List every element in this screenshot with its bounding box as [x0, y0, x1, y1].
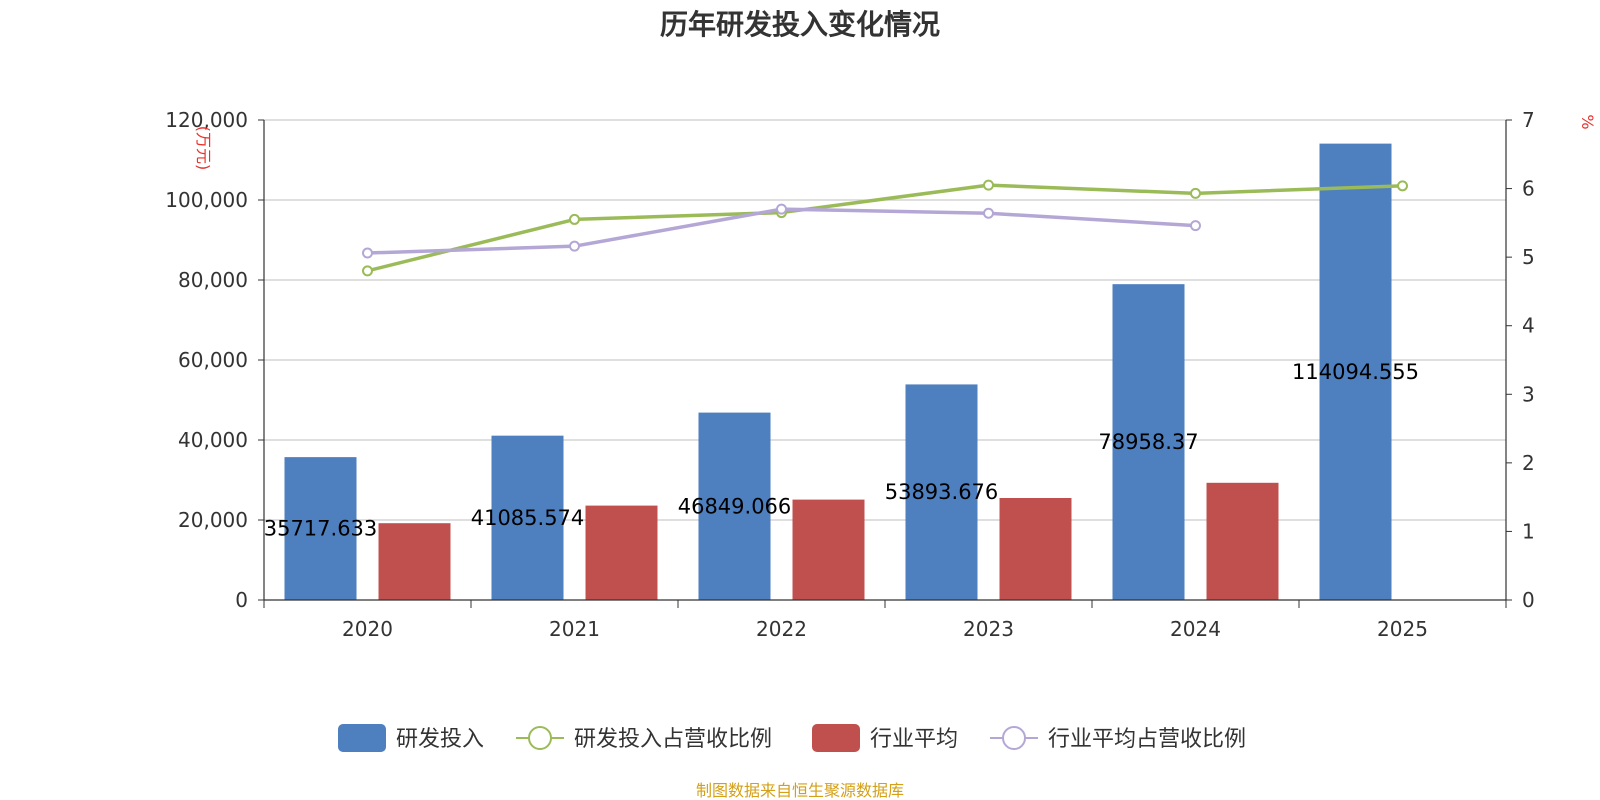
bar-data-label: 78958.37	[1098, 430, 1198, 454]
right-tick-label: 1	[1522, 519, 1535, 543]
legend-label: 研发投入占营收比例	[574, 727, 772, 752]
bar-rd	[491, 435, 564, 600]
legend-label: 研发投入	[396, 727, 484, 752]
bar-industry	[1206, 482, 1279, 600]
left-tick-label: 20,000	[178, 508, 248, 532]
bar-data-label: 35717.633	[264, 517, 378, 541]
x-tick-label: 2020	[342, 617, 393, 641]
legend: 研发投入 研发投入占营收比例 行业平均 行业平均占营收比例	[338, 724, 1246, 752]
bar-rd	[1319, 143, 1392, 601]
bar-data-label: 46849.066	[678, 494, 792, 518]
bar-rd	[284, 457, 357, 600]
line-point	[983, 179, 994, 191]
legend-label: 行业平均占营收比例	[1048, 727, 1246, 752]
line-point	[362, 265, 373, 277]
line-point	[776, 203, 787, 215]
right-tick-label: 3	[1522, 382, 1535, 406]
x-tick-label: 2022	[756, 617, 807, 641]
bar-industry	[378, 523, 451, 600]
bar-industry	[999, 498, 1072, 600]
bar-data-label: 114094.555	[1292, 360, 1419, 384]
bar-rd	[905, 384, 978, 600]
series-line-rd-ratio	[367, 183, 1403, 273]
legend-label: 行业平均	[870, 727, 958, 752]
right-axis-unit: %	[1578, 114, 1597, 129]
axes-group: 0 20,000 40,000 60,000 80,000 100,000 120,000 0…	[165, 108, 1534, 641]
bar-industry	[585, 505, 658, 600]
x-tick-label: 2024	[1170, 617, 1221, 641]
line-point	[1397, 180, 1408, 192]
left-tick-label: 120,000	[165, 108, 248, 132]
legend-marker	[528, 726, 552, 750]
left-tick-label: 80,000	[178, 268, 248, 292]
left-tick-label: 100,000	[165, 188, 248, 212]
legend-swatch	[338, 724, 386, 752]
right-tick-label: 5	[1522, 245, 1535, 269]
right-tick-label: 6	[1522, 177, 1535, 201]
left-axis-unit: (万元)	[194, 126, 213, 171]
bars-group	[284, 143, 1392, 601]
legend-marker	[1002, 726, 1026, 750]
bar-industry	[792, 499, 865, 600]
line-point	[569, 240, 580, 252]
line-point	[1190, 187, 1201, 199]
right-tick-label: 2	[1522, 451, 1535, 475]
bar-rd	[698, 412, 771, 600]
right-tick-label: 4	[1522, 314, 1535, 338]
data-labels: 35717.633 41085.574 46849.066 53893.676 7895…	[264, 360, 1419, 541]
right-tick-label: 7	[1522, 108, 1535, 132]
right-tick-label: 0	[1522, 588, 1535, 612]
line-point	[362, 247, 373, 259]
line-point	[569, 213, 580, 225]
x-tick-label: 2023	[963, 617, 1014, 641]
left-tick-label: 60,000	[178, 348, 248, 372]
source-note: 制图数据来自恒生聚源数据库	[696, 781, 904, 800]
bar-data-label: 41085.574	[471, 506, 585, 530]
lines-group	[362, 179, 1408, 277]
bar-data-label: 53893.676	[885, 480, 999, 504]
line-point	[983, 207, 994, 219]
left-tick-label: 40,000	[178, 428, 248, 452]
chart-title: 历年研发投入变化情况	[660, 8, 940, 41]
legend-swatch	[812, 724, 860, 752]
bar-rd	[1112, 284, 1185, 600]
left-tick-label: 0	[235, 588, 248, 612]
x-tick-label: 2025	[1377, 617, 1428, 641]
x-tick-label: 2021	[549, 617, 600, 641]
line-point	[1190, 220, 1201, 232]
